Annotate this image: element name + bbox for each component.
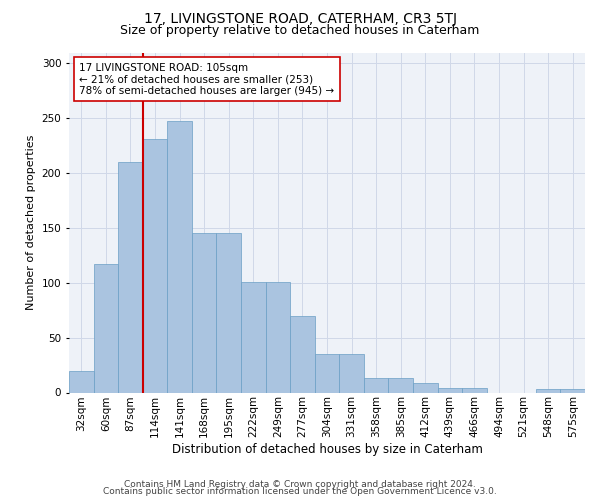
Bar bbox=[118, 162, 143, 392]
Bar bbox=[167, 120, 192, 392]
Bar bbox=[192, 234, 217, 392]
Bar bbox=[217, 234, 241, 392]
Text: Contains HM Land Registry data © Crown copyright and database right 2024.: Contains HM Land Registry data © Crown c… bbox=[124, 480, 476, 489]
Bar bbox=[437, 388, 462, 392]
Bar bbox=[290, 316, 315, 392]
Bar bbox=[266, 282, 290, 393]
Bar bbox=[69, 370, 94, 392]
Bar bbox=[560, 389, 585, 392]
Bar bbox=[413, 382, 437, 392]
Text: 17, LIVINGSTONE ROAD, CATERHAM, CR3 5TJ: 17, LIVINGSTONE ROAD, CATERHAM, CR3 5TJ bbox=[143, 12, 457, 26]
Bar bbox=[143, 139, 167, 392]
Bar bbox=[339, 354, 364, 393]
Bar bbox=[462, 388, 487, 392]
Bar bbox=[241, 282, 266, 393]
Bar bbox=[315, 354, 339, 393]
Text: 17 LIVINGSTONE ROAD: 105sqm
← 21% of detached houses are smaller (253)
78% of se: 17 LIVINGSTONE ROAD: 105sqm ← 21% of det… bbox=[79, 62, 334, 96]
X-axis label: Distribution of detached houses by size in Caterham: Distribution of detached houses by size … bbox=[172, 443, 482, 456]
Bar bbox=[388, 378, 413, 392]
Text: Size of property relative to detached houses in Caterham: Size of property relative to detached ho… bbox=[121, 24, 479, 37]
Text: Contains public sector information licensed under the Open Government Licence v3: Contains public sector information licen… bbox=[103, 487, 497, 496]
Bar bbox=[536, 389, 560, 392]
Y-axis label: Number of detached properties: Number of detached properties bbox=[26, 135, 36, 310]
Bar bbox=[364, 378, 388, 392]
Bar bbox=[94, 264, 118, 392]
